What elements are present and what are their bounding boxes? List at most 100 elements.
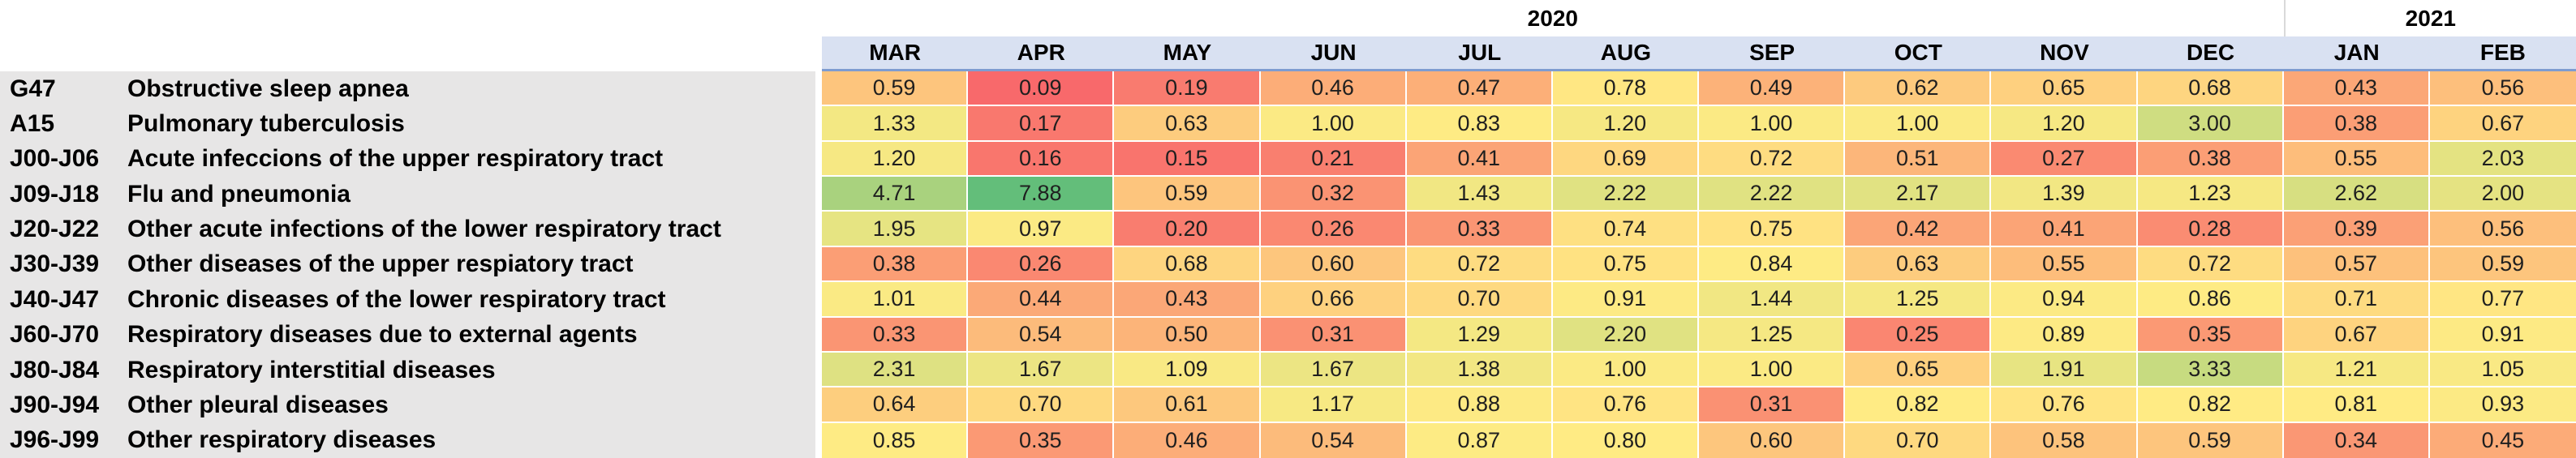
cell-j09-j18-aug[interactable]: 2.22 [1552, 177, 1699, 212]
cell-g47-jun[interactable]: 0.46 [1260, 71, 1407, 107]
cell-a15-may[interactable]: 0.63 [1114, 106, 1261, 142]
cell-j20-j22-feb[interactable]: 0.56 [2429, 212, 2576, 247]
cell-j30-j39-may[interactable]: 0.68 [1114, 246, 1261, 283]
cell-j96-j99-may[interactable]: 0.46 [1114, 422, 1261, 458]
cell-j60-j70-aug[interactable]: 2.20 [1552, 317, 1699, 353]
cell-j60-j70-may[interactable]: 0.50 [1114, 317, 1261, 353]
cell-j00-j06-jan[interactable]: 0.55 [2283, 141, 2430, 178]
cell-j40-j47-feb[interactable]: 0.77 [2429, 282, 2576, 318]
cell-j30-j39-aug[interactable]: 0.75 [1552, 246, 1699, 283]
cell-j90-j94-jun[interactable]: 1.17 [1260, 387, 1407, 423]
cell-j80-j84-nov[interactable]: 1.91 [1991, 352, 2138, 388]
cell-j09-j18-mar[interactable]: 4.71 [822, 177, 969, 212]
row-label-g47[interactable]: G47 Obstructive sleep apnea [0, 71, 822, 107]
cell-j40-j47-jun[interactable]: 0.66 [1260, 282, 1407, 318]
cell-j30-j39-apr[interactable]: 0.26 [968, 246, 1115, 283]
cell-j00-j06-feb[interactable]: 2.03 [2429, 141, 2576, 178]
cell-j60-j70-mar[interactable]: 0.33 [822, 317, 969, 353]
cell-j96-j99-aug[interactable]: 0.80 [1552, 422, 1699, 458]
cell-j90-j94-may[interactable]: 0.61 [1114, 387, 1261, 423]
cell-g47-jul[interactable]: 0.47 [1406, 71, 1553, 107]
row-label-j80-j84[interactable]: J80-J84 Respiratory interstitial diseases [0, 352, 822, 388]
cell-g47-dec[interactable]: 0.68 [2137, 71, 2284, 107]
cell-j96-j99-oct[interactable]: 0.70 [1845, 422, 1992, 458]
cell-j20-j22-nov[interactable]: 0.41 [1991, 212, 2138, 247]
cell-g47-sep[interactable]: 0.49 [1699, 71, 1846, 107]
cell-j80-j84-dec[interactable]: 3.33 [2137, 352, 2284, 388]
month-header-jan[interactable]: JAN [2283, 36, 2430, 71]
cell-g47-feb[interactable]: 0.56 [2429, 71, 2576, 107]
cell-j80-j84-sep[interactable]: 1.00 [1699, 352, 1846, 388]
cell-j09-j18-jan[interactable]: 2.62 [2283, 177, 2430, 212]
cell-j96-j99-feb[interactable]: 0.45 [2429, 422, 2576, 458]
cell-j96-j99-jul[interactable]: 0.87 [1406, 422, 1553, 458]
cell-j60-j70-jun[interactable]: 0.31 [1260, 317, 1407, 353]
cell-j96-j99-mar[interactable]: 0.85 [822, 422, 969, 458]
cell-a15-nov[interactable]: 1.20 [1991, 106, 2138, 142]
cell-g47-jan[interactable]: 0.43 [2283, 71, 2430, 107]
cell-j00-j06-jun[interactable]: 0.21 [1260, 141, 1407, 178]
cell-j60-j70-nov[interactable]: 0.89 [1991, 317, 2138, 353]
cell-j20-j22-jan[interactable]: 0.39 [2283, 212, 2430, 247]
cell-j80-j84-jan[interactable]: 1.21 [2283, 352, 2430, 388]
cell-j96-j99-nov[interactable]: 0.58 [1991, 422, 2138, 458]
month-header-nov[interactable]: NOV [1991, 36, 2138, 71]
cell-j30-j39-jun[interactable]: 0.60 [1260, 246, 1407, 283]
row-label-j96-j99[interactable]: J96-J99 Other respiratory diseases [0, 422, 822, 458]
cell-a15-oct[interactable]: 1.00 [1845, 106, 1992, 142]
month-header-jun[interactable]: JUN [1260, 36, 1407, 71]
cell-g47-oct[interactable]: 0.62 [1845, 71, 1992, 107]
cell-j30-j39-sep[interactable]: 0.84 [1699, 246, 1846, 283]
cell-j40-j47-jan[interactable]: 0.71 [2283, 282, 2430, 318]
cell-j96-j99-jan[interactable]: 0.34 [2283, 422, 2430, 458]
cell-a15-dec[interactable]: 3.00 [2137, 106, 2284, 142]
cell-j96-j99-jun[interactable]: 0.54 [1260, 422, 1407, 458]
cell-j30-j39-dec[interactable]: 0.72 [2137, 246, 2284, 283]
cell-j80-j84-may[interactable]: 1.09 [1114, 352, 1261, 388]
cell-j00-j06-sep[interactable]: 0.72 [1699, 141, 1846, 178]
cell-j09-j18-jun[interactable]: 0.32 [1260, 177, 1407, 212]
cell-j09-j18-may[interactable]: 0.59 [1114, 177, 1261, 212]
cell-j20-j22-oct[interactable]: 0.42 [1845, 212, 1992, 247]
cell-j30-j39-mar[interactable]: 0.38 [822, 246, 969, 283]
cell-j00-j06-nov[interactable]: 0.27 [1991, 141, 2138, 178]
cell-a15-jan[interactable]: 0.38 [2283, 106, 2430, 142]
month-header-apr[interactable]: APR [968, 36, 1115, 71]
cell-a15-sep[interactable]: 1.00 [1699, 106, 1846, 142]
cell-j60-j70-oct[interactable]: 0.25 [1845, 317, 1992, 353]
cell-j80-j84-feb[interactable]: 1.05 [2429, 352, 2576, 388]
row-label-j30-j39[interactable]: J30-J39 Other diseases of the upper respi… [0, 246, 822, 283]
cell-j09-j18-apr[interactable]: 7.88 [968, 177, 1115, 212]
month-header-oct[interactable]: OCT [1845, 36, 1992, 71]
cell-j96-j99-sep[interactable]: 0.60 [1699, 422, 1846, 458]
month-header-mar[interactable]: MAR [822, 36, 969, 71]
month-header-jul[interactable]: JUL [1406, 36, 1553, 71]
cell-j40-j47-dec[interactable]: 0.86 [2137, 282, 2284, 318]
cell-j40-j47-aug[interactable]: 0.91 [1552, 282, 1699, 318]
cell-a15-mar[interactable]: 1.33 [822, 106, 969, 142]
cell-j90-j94-mar[interactable]: 0.64 [822, 387, 969, 423]
cell-a15-feb[interactable]: 0.67 [2429, 106, 2576, 142]
cell-j80-j84-jul[interactable]: 1.38 [1406, 352, 1553, 388]
cell-j80-j84-apr[interactable]: 1.67 [968, 352, 1115, 388]
cell-a15-apr[interactable]: 0.17 [968, 106, 1115, 142]
row-label-j90-j94[interactable]: J90-J94 Other pleural diseases [0, 387, 822, 423]
cell-j09-j18-nov[interactable]: 1.39 [1991, 177, 2138, 212]
cell-j60-j70-dec[interactable]: 0.35 [2137, 317, 2284, 353]
cell-j20-j22-apr[interactable]: 0.97 [968, 212, 1115, 247]
row-label-j09-j18[interactable]: J09-J18 Flu and pneumonia [0, 177, 822, 212]
cell-j40-j47-jul[interactable]: 0.70 [1406, 282, 1553, 318]
cell-j20-j22-may[interactable]: 0.20 [1114, 212, 1261, 247]
cell-j00-j06-may[interactable]: 0.15 [1114, 141, 1261, 178]
cell-g47-apr[interactable]: 0.09 [968, 71, 1115, 107]
cell-j90-j94-aug[interactable]: 0.76 [1552, 387, 1699, 423]
cell-j90-j94-jan[interactable]: 0.81 [2283, 387, 2430, 423]
cell-j20-j22-mar[interactable]: 1.95 [822, 212, 969, 247]
cell-j60-j70-jan[interactable]: 0.67 [2283, 317, 2430, 353]
cell-g47-nov[interactable]: 0.65 [1991, 71, 2138, 107]
cell-j40-j47-sep[interactable]: 1.44 [1699, 282, 1846, 318]
cell-j40-j47-mar[interactable]: 1.01 [822, 282, 969, 318]
cell-j96-j99-dec[interactable]: 0.59 [2137, 422, 2284, 458]
cell-j90-j94-jul[interactable]: 0.88 [1406, 387, 1553, 423]
cell-j80-j84-jun[interactable]: 1.67 [1260, 352, 1407, 388]
